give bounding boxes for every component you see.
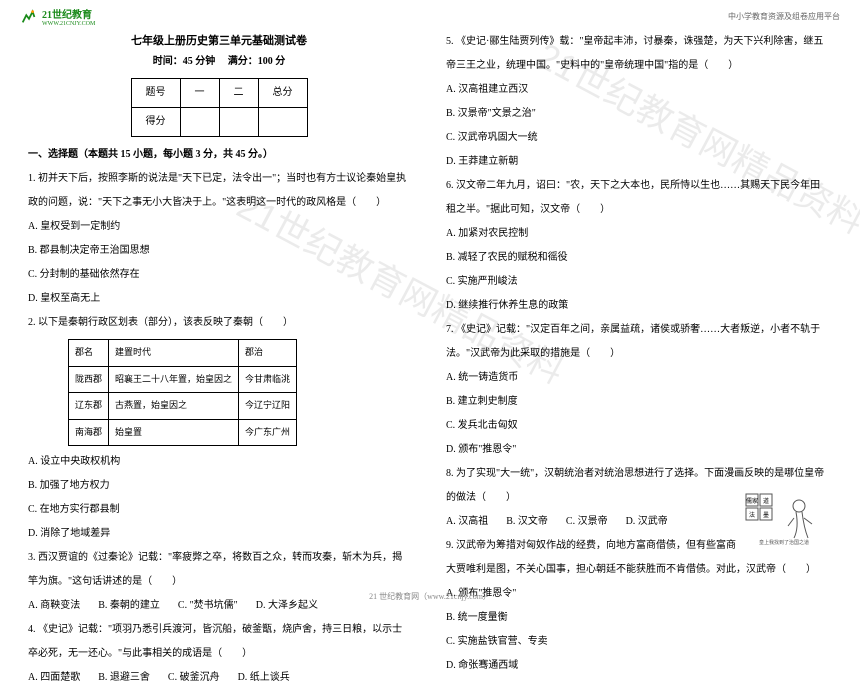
question-3: 3. 西汉贾谊的《过秦论》记载："率疲弊之卒，将数百之众，转而攻秦，斩木为兵，揭… xyxy=(28,546,410,594)
svg-text:法: 法 xyxy=(749,511,755,519)
cell: 一 xyxy=(180,79,219,108)
opt-d: D. 纸上谈兵 xyxy=(238,666,290,690)
opt-b: B. 退避三舍 xyxy=(98,666,150,690)
opt-c: C. 汉景帝 xyxy=(566,510,608,534)
table-row: 郡名建置时代郡治 xyxy=(69,340,297,367)
cell: 二 xyxy=(219,79,258,108)
question-5-options: A. 汉高祖建立西汉B. 汉景帝"文景之治" C. 汉武帝巩固大一统D. 王莽建… xyxy=(446,78,828,174)
svg-text:道: 道 xyxy=(763,497,769,505)
header-right-text: 中小学教育资源及组卷应用平台 xyxy=(728,11,840,22)
question-6: 6. 汉文帝二年九月，诏曰："农，天下之大本也，民所恃以生也……其赐天下民今年田… xyxy=(446,174,828,222)
opt-c: C. 分封制的基础依然存在 xyxy=(28,263,211,287)
opt-c: C. 发兵北击匈奴 xyxy=(446,414,629,438)
cell: 得分 xyxy=(131,108,180,137)
exam-subtitle: 时间：45 分钟 满分：100 分 xyxy=(28,52,410,72)
opt-a: A. 汉高祖 xyxy=(446,510,488,534)
page-header: 21世纪教育 WWW.21CNJY.COM 中小学教育资源及组卷应用平台 xyxy=(20,6,840,27)
opt-d: D. 皇权至高无上 xyxy=(28,287,211,311)
opt-a: A. 加紧对农民控制 xyxy=(446,222,629,246)
question-2: 2. 以下是秦朝行政区划表（部分），该表反映了秦朝（ ） xyxy=(28,311,410,335)
opt-c: C. 实施盐铁官营、专卖 xyxy=(446,630,629,654)
opt-b: B. 减轻了农民的赋税和徭役 xyxy=(446,246,629,270)
opt-d: D. 命张骞通西域 xyxy=(446,654,629,678)
opt-c: C. 破釜沉舟 xyxy=(168,666,220,690)
opt-b: B. 加强了地方权力 xyxy=(28,474,211,498)
question-2-table: 郡名建置时代郡治 陇西郡昭襄王二十八年置，始皇因之今甘肃临洮 辽东郡古燕置，始皇… xyxy=(68,339,297,446)
score-label: 满分：100 分 xyxy=(228,56,286,67)
question-4-options: A. 四面楚歌 B. 退避三舍 C. 破釜沉舟 D. 纸上谈兵 xyxy=(28,666,410,690)
opt-b: B. 建立刺史制度 xyxy=(446,390,629,414)
score-table: 题号 一 二 总分 得分 xyxy=(131,78,308,137)
table-row: 题号 一 二 总分 xyxy=(131,79,307,108)
opt-c: C. 在地方实行郡县制 xyxy=(28,498,211,522)
question-1: 1. 初并天下后，按照李斯的说法是"天下已定，法令出一"；当时也有方士议论秦始皇… xyxy=(28,167,410,215)
opt-c: C. 汉武帝巩固大一统 xyxy=(446,126,629,150)
opt-a: A. 统一铸造货币 xyxy=(446,366,629,390)
opt-b: B. 统一度量衡 xyxy=(446,606,629,630)
question-2-options: A. 设立中央政权机构B. 加强了地方权力 C. 在地方实行郡县制D. 消除了地… xyxy=(28,450,410,546)
time-label: 时间：45 分钟 xyxy=(153,56,216,67)
opt-d: D. 王莽建立新朝 xyxy=(446,150,629,174)
opt-c: C. 实施严刑峻法 xyxy=(446,270,629,294)
cartoon-image: 儒家 道 法 墨 皇上我找到了治国之道 xyxy=(744,488,824,548)
cell xyxy=(258,108,307,137)
question-7: 7. 《史记》记载："汉定百年之间，亲属益疏，诸侯或骄奢……大者叛逆，小者不轨于… xyxy=(446,318,828,366)
opt-d: D. 汉武帝 xyxy=(626,510,668,534)
left-column: 七年级上册历史第三单元基础测试卷 时间：45 分钟 满分：100 分 题号 一 … xyxy=(20,30,418,580)
question-7-options: A. 统一铸造货币B. 建立刺史制度 C. 发兵北击匈奴D. 颁布"推恩令" xyxy=(446,366,828,462)
cell xyxy=(180,108,219,137)
opt-d: D. 继续推行休养生息的政策 xyxy=(446,294,629,318)
page-footer: 21 世纪教育网（www.21cnjy.com） xyxy=(0,591,860,602)
opt-a: A. 设立中央政权机构 xyxy=(28,450,211,474)
table-row: 南海郡始皇置今广东广州 xyxy=(69,419,297,446)
opt-a: A. 皇权受到一定制约 xyxy=(28,215,211,239)
question-1-options: A. 皇权受到一定制约B. 郡县制决定帝王治国思想 C. 分封制的基础依然存在D… xyxy=(28,215,410,311)
cell xyxy=(219,108,258,137)
logo-icon xyxy=(20,9,38,25)
question-8: 8. 为了实现"大一统"，汉朝统治者对统治思想进行了选择。下面漫画反映的是哪位皇… xyxy=(446,462,828,510)
table-row: 陇西郡昭襄王二十八年置，始皇因之今甘肃临洮 xyxy=(69,366,297,393)
opt-a: A. 四面楚歌 xyxy=(28,666,80,690)
opt-d: D. 消除了地域差异 xyxy=(28,522,211,546)
opt-b: B. 汉文帝 xyxy=(506,510,548,534)
question-4: 4. 《史记》记载："项羽乃悉引兵渡河，皆沉船，破釜甑，烧庐舍，持三日粮，以示士… xyxy=(28,618,410,666)
question-5: 5. 《史记·郦生陆贾列传》载："皇帝起丰沛，讨暴秦，诛强楚，为天下兴利除害，继… xyxy=(446,30,828,78)
cell: 题号 xyxy=(131,79,180,108)
logo: 21世纪教育 WWW.21CNJY.COM xyxy=(20,6,95,27)
logo-text: 21世纪教育 xyxy=(42,6,95,21)
table-row: 辽东郡古燕置，始皇因之今辽宁辽阳 xyxy=(69,393,297,420)
question-6-options: A. 加紧对农民控制B. 减轻了农民的赋税和徭役 C. 实施严刑峻法D. 继续推… xyxy=(446,222,828,318)
opt-b: B. 郡县制决定帝王治国思想 xyxy=(28,239,211,263)
exam-title: 七年级上册历史第三单元基础测试卷 xyxy=(28,30,410,52)
opt-b: B. 汉景帝"文景之治" xyxy=(446,102,629,126)
logo-url: WWW.21CNJY.COM xyxy=(42,21,95,27)
table-row: 得分 xyxy=(131,108,307,137)
right-column: 5. 《史记·郦生陆贾列传》载："皇帝起丰沛，讨暴秦，诛强楚，为天下兴利除害，继… xyxy=(438,30,836,580)
opt-a: A. 汉高祖建立西汉 xyxy=(446,78,629,102)
cell: 总分 xyxy=(258,79,307,108)
svg-text:皇上我找到了治国之道: 皇上我找到了治国之道 xyxy=(759,539,809,546)
svg-text:儒家: 儒家 xyxy=(746,497,758,505)
opt-d: D. 颁布"推恩令" xyxy=(446,438,629,462)
section-1-heading: 一、选择题（本题共 15 小题，每小题 3 分，共 45 分。） xyxy=(28,143,410,167)
svg-text:墨: 墨 xyxy=(763,512,769,519)
